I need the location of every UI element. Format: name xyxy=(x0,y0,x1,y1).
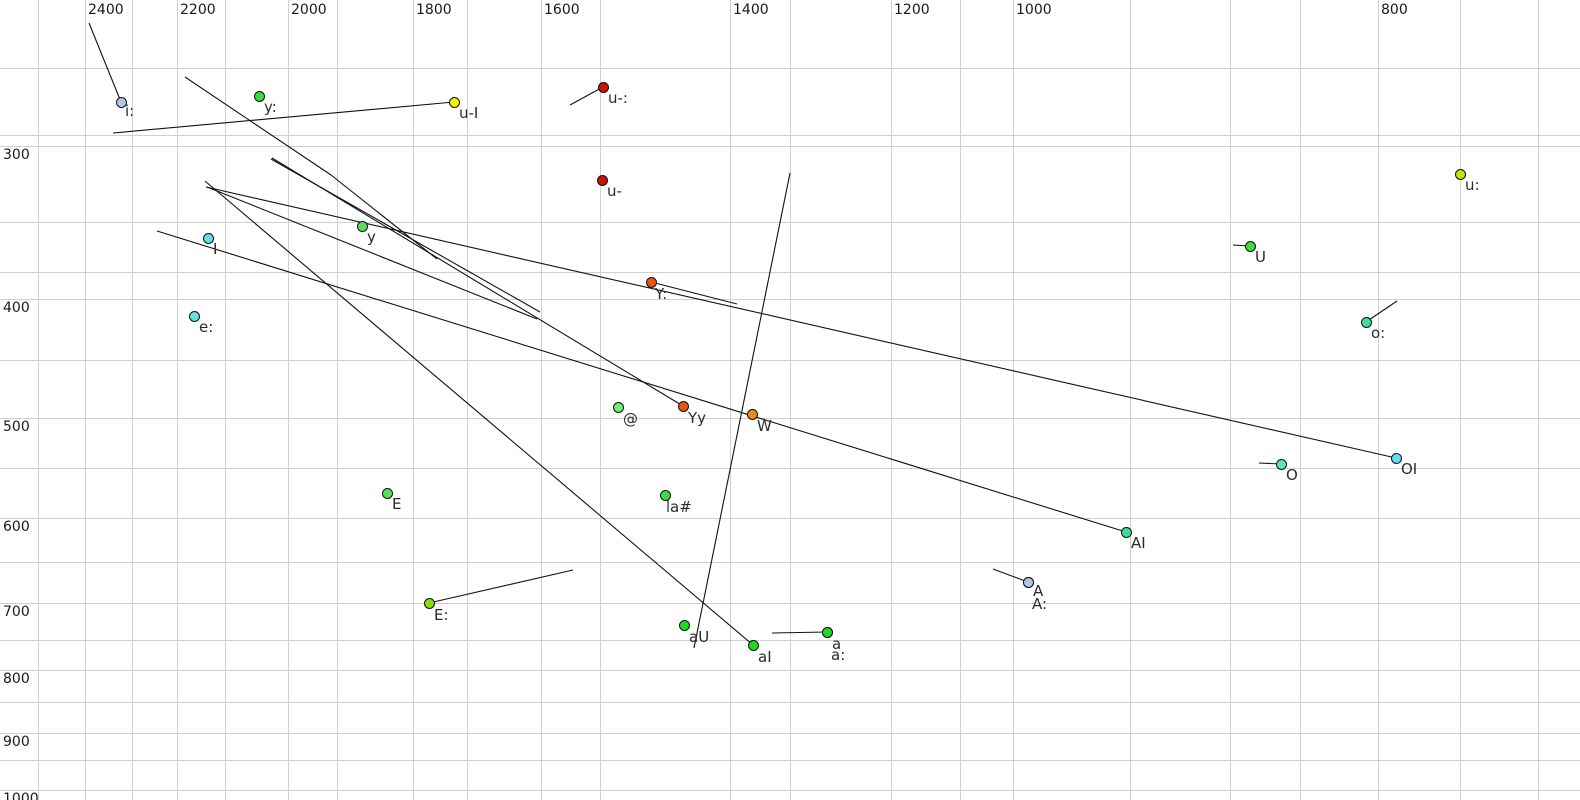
trajectory-line xyxy=(206,186,538,320)
x-axis-tick-label: 1400 xyxy=(733,2,769,18)
data-point-marker[interactable] xyxy=(659,489,671,501)
data-point-label: AI xyxy=(1131,534,1146,552)
y-axis-tick-label: 1000 xyxy=(3,791,39,800)
data-point-marker[interactable] xyxy=(645,276,657,288)
data-point-marker[interactable] xyxy=(188,310,200,322)
x-axis-tick-label: 2000 xyxy=(291,2,327,18)
trajectory-line xyxy=(650,281,738,305)
x-axis-tick-label: 800 xyxy=(1381,2,1408,18)
data-point-label: I xyxy=(213,240,218,258)
data-point-marker[interactable] xyxy=(747,639,759,651)
data-point-label: aI xyxy=(758,648,772,666)
trajectory-line xyxy=(156,230,1127,533)
data-point-marker[interactable] xyxy=(202,232,214,244)
data-point-label: A xyxy=(1033,582,1044,600)
data-point-marker[interactable] xyxy=(1275,458,1287,470)
data-point-label: E: xyxy=(434,606,449,624)
data-point-label: @ xyxy=(623,410,638,428)
data-point-label: Y: xyxy=(655,285,668,303)
data-point-label: a: xyxy=(831,646,846,664)
x-axis-tick-label: 2200 xyxy=(180,2,216,18)
data-point-marker[interactable] xyxy=(448,96,460,108)
data-point-label: u: xyxy=(1465,176,1480,194)
trajectory-line xyxy=(330,174,438,260)
data-point-label: W xyxy=(757,417,772,435)
data-point-label: aU xyxy=(689,628,710,646)
x-axis-tick-label: 1600 xyxy=(544,2,580,18)
data-point-marker[interactable] xyxy=(746,408,758,420)
data-point-marker[interactable] xyxy=(1244,240,1256,252)
trajectory-line xyxy=(112,101,455,134)
trajectory-line xyxy=(992,568,1029,583)
data-point-marker[interactable] xyxy=(678,619,690,631)
data-point-marker[interactable] xyxy=(612,401,624,413)
x-axis-tick-label: 2400 xyxy=(88,2,124,18)
x-axis-tick-label: 1800 xyxy=(416,2,452,18)
trajectory-line xyxy=(88,22,122,103)
data-point-label: u- xyxy=(607,182,622,200)
trajectory-line xyxy=(1365,300,1398,323)
data-point-label: u-I xyxy=(459,104,479,122)
trajectory-line xyxy=(693,172,791,649)
y-axis-tick-label: 900 xyxy=(3,734,30,750)
data-point-marker[interactable] xyxy=(381,487,393,499)
data-point-marker[interactable] xyxy=(1120,526,1132,538)
data-point-marker[interactable] xyxy=(356,220,368,232)
trajectory-line xyxy=(205,186,1397,459)
data-point-label: O xyxy=(1286,466,1298,484)
x-axis-tick-label: 1000 xyxy=(1016,2,1052,18)
data-point-label: Yy xyxy=(688,409,707,427)
data-point-marker[interactable] xyxy=(253,90,265,102)
y-axis-tick-label: 400 xyxy=(3,300,30,316)
trajectory-line xyxy=(428,569,574,604)
data-point-label: OI xyxy=(1401,460,1418,478)
data-point-label: i: xyxy=(125,102,135,120)
trajectory-line xyxy=(771,631,828,634)
y-axis-tick-label: 700 xyxy=(3,604,30,620)
y-axis-tick-label: 500 xyxy=(3,419,30,435)
data-point-label: A: xyxy=(1032,595,1048,613)
x-axis-tick-label: 1200 xyxy=(894,2,930,18)
data-point-marker[interactable] xyxy=(596,174,608,186)
data-point-label: a# xyxy=(670,498,692,516)
data-point-label: o: xyxy=(1371,324,1386,342)
data-point-label: u-: xyxy=(608,89,628,107)
data-point-marker[interactable] xyxy=(1390,452,1402,464)
y-axis-tick-label: 300 xyxy=(3,147,30,163)
trajectory-line xyxy=(569,86,604,106)
trajectory-line xyxy=(204,180,754,646)
y-axis-tick-label: 800 xyxy=(3,671,30,687)
trajectory-line xyxy=(184,76,332,176)
data-point-label: e: xyxy=(199,318,214,336)
data-point-marker[interactable] xyxy=(1454,168,1466,180)
data-point-marker[interactable] xyxy=(423,597,435,609)
y-axis-tick-label: 600 xyxy=(3,519,30,535)
trajectory-line xyxy=(271,157,684,407)
data-point-label: a xyxy=(832,635,842,653)
data-point-label: U xyxy=(1255,248,1266,266)
data-point-marker[interactable] xyxy=(597,81,609,93)
data-point-marker[interactable] xyxy=(821,626,833,638)
data-point-marker[interactable] xyxy=(115,96,127,108)
data-point-label: E xyxy=(392,495,402,513)
data-point-marker[interactable] xyxy=(1360,316,1372,328)
data-point-label: y: xyxy=(264,98,277,116)
data-point-marker[interactable] xyxy=(677,400,689,412)
trajectory-lines xyxy=(88,22,1398,649)
data-point-label: y xyxy=(367,228,376,246)
data-point-marker[interactable] xyxy=(1022,576,1034,588)
